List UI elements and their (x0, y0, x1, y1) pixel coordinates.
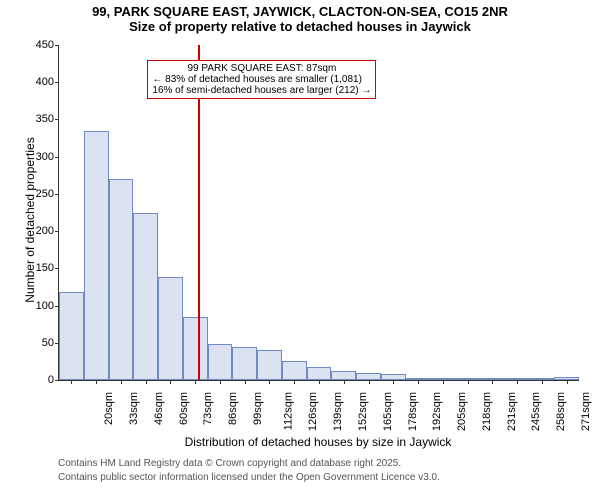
x-tick-line (468, 380, 469, 384)
y-tick-line (55, 268, 59, 269)
x-tick-line (567, 380, 568, 384)
annotation-line: 16% of semi-detached houses are larger (… (152, 85, 371, 96)
y-tick-line (55, 157, 59, 158)
histogram-bar (133, 213, 158, 381)
y-tick-line (55, 231, 59, 232)
x-tick-line (269, 380, 270, 384)
x-tick-label: 245sqm (530, 392, 542, 431)
histogram-bar (232, 347, 257, 381)
x-tick-label: 126sqm (308, 392, 320, 431)
chart-container: 99, PARK SQUARE EAST, JAYWICK, CLACTON-O… (0, 0, 600, 500)
x-tick-line (146, 380, 147, 384)
histogram-bar (331, 371, 356, 380)
annotation-line: ← 83% of detached houses are smaller (1,… (152, 74, 371, 85)
annotation-line: 99 PARK SQUARE EAST: 87sqm (152, 63, 371, 74)
footnote-line2: Contains public sector information licen… (58, 472, 440, 483)
plot-area: 05010015020025030035040045020sqm33sqm46s… (58, 45, 579, 381)
histogram-bar (208, 344, 233, 380)
histogram-bar (84, 131, 109, 380)
x-tick-line (96, 380, 97, 384)
x-tick-label: 73sqm (202, 392, 214, 425)
x-tick-line (319, 380, 320, 384)
x-tick-label: 165sqm (382, 392, 394, 431)
x-tick-line (393, 380, 394, 384)
x-tick-label: 258sqm (555, 392, 567, 431)
x-tick-label: 271sqm (580, 392, 592, 431)
x-tick-line (71, 380, 72, 384)
y-tick-line (55, 194, 59, 195)
y-tick-line (55, 82, 59, 83)
x-tick-line (121, 380, 122, 384)
x-tick-line (418, 380, 419, 384)
x-tick-line (220, 380, 221, 384)
histogram-bar (257, 350, 282, 380)
histogram-bar (59, 292, 84, 380)
x-tick-line (517, 380, 518, 384)
footnote-line1: Contains HM Land Registry data © Crown c… (58, 458, 401, 469)
y-tick-line (55, 119, 59, 120)
annotation-box: 99 PARK SQUARE EAST: 87sqm← 83% of detac… (147, 60, 376, 99)
x-tick-line (443, 380, 444, 384)
histogram-bar (356, 373, 381, 380)
x-tick-line (369, 380, 370, 384)
histogram-bar (158, 277, 183, 380)
x-tick-label: 192sqm (431, 392, 443, 431)
x-tick-label: 152sqm (357, 392, 369, 431)
x-tick-label: 112sqm (282, 392, 294, 430)
x-tick-label: 33sqm (128, 392, 140, 425)
x-tick-label: 231sqm (506, 392, 518, 431)
histogram-bar (183, 317, 208, 380)
y-axis-label: Number of detached properties (23, 120, 37, 320)
x-tick-label: 99sqm (252, 392, 264, 425)
x-tick-line (344, 380, 345, 384)
chart-title-line1: 99, PARK SQUARE EAST, JAYWICK, CLACTON-O… (0, 0, 600, 19)
x-tick-line (170, 380, 171, 384)
x-tick-label: 178sqm (407, 392, 419, 431)
histogram-bar (282, 361, 307, 380)
x-tick-label: 46sqm (153, 392, 165, 425)
chart-title-line2: Size of property relative to detached ho… (0, 19, 600, 34)
y-tick-line (55, 45, 59, 46)
x-tick-label: 139sqm (332, 392, 344, 431)
x-tick-label: 60sqm (178, 392, 190, 425)
x-tick-label: 205sqm (456, 392, 468, 431)
x-tick-label: 20sqm (103, 392, 115, 425)
x-tick-line (294, 380, 295, 384)
x-tick-line (542, 380, 543, 384)
x-tick-label: 218sqm (481, 392, 493, 431)
x-axis-label: Distribution of detached houses by size … (58, 435, 578, 449)
x-tick-line (245, 380, 246, 384)
histogram-bar (307, 367, 332, 380)
histogram-bar (109, 179, 134, 380)
x-tick-line (195, 380, 196, 384)
y-tick-line (55, 380, 59, 381)
x-tick-line (492, 380, 493, 384)
x-tick-label: 86sqm (227, 392, 239, 425)
